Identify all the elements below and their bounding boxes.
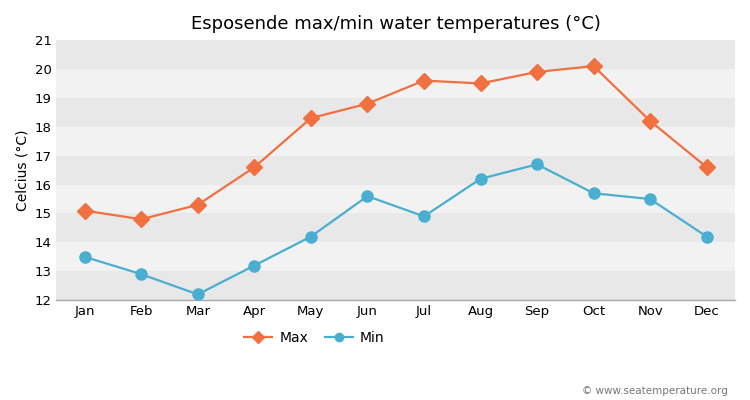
Bar — [56, 214, 735, 242]
Bar — [56, 40, 735, 69]
Bar — [56, 271, 735, 300]
Bar — [56, 242, 735, 271]
Legend: Max, Min: Max, Min — [239, 325, 390, 350]
Text: © www.seatemperature.org: © www.seatemperature.org — [582, 386, 728, 396]
Bar — [56, 69, 735, 98]
Bar — [56, 184, 735, 214]
Bar — [56, 127, 735, 156]
Y-axis label: Celcius (°C): Celcius (°C) — [15, 129, 29, 211]
Title: Esposende max/min water temperatures (°C): Esposende max/min water temperatures (°C… — [190, 15, 601, 33]
Bar — [56, 156, 735, 184]
Bar — [56, 98, 735, 127]
